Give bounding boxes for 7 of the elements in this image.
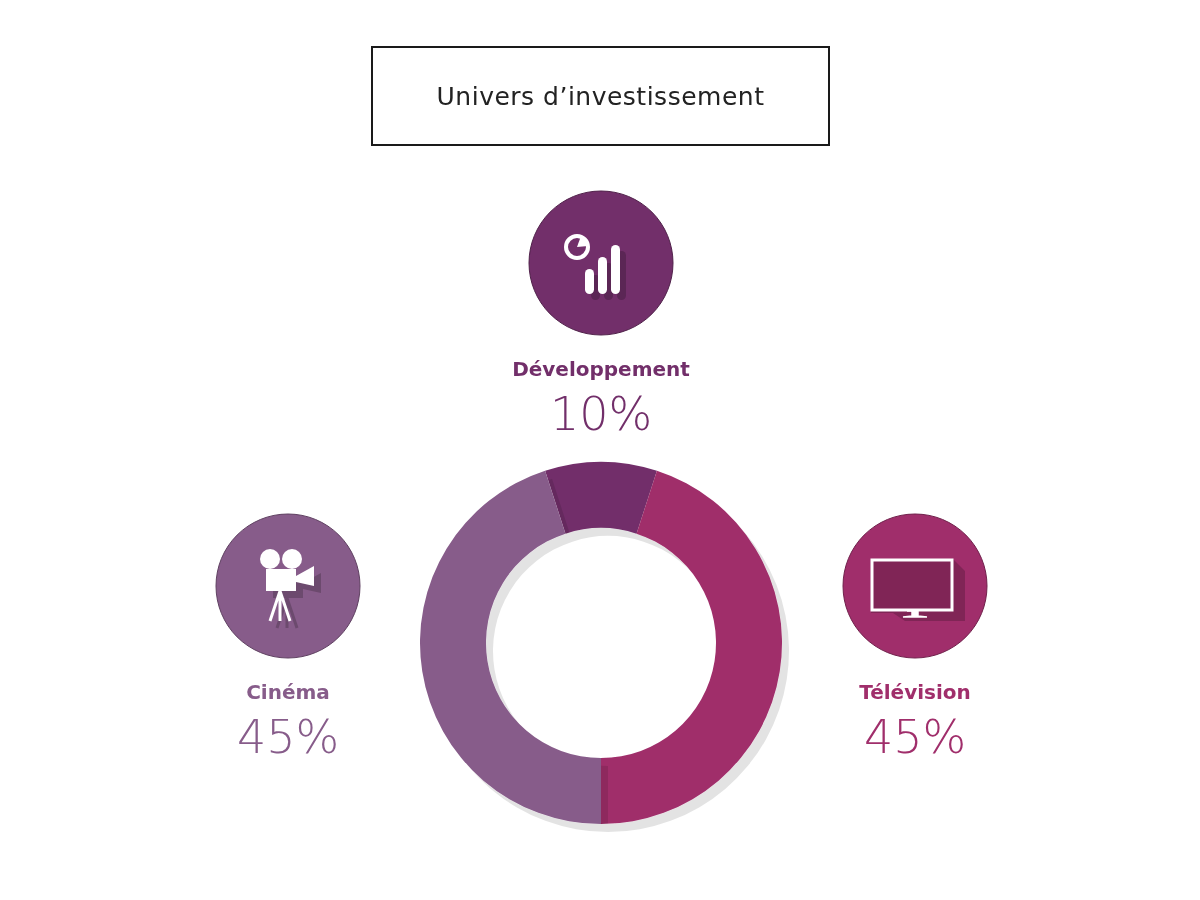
data-label: 10%: [549, 387, 653, 441]
slice-label: Cinéma: [246, 680, 330, 704]
slice-label: Télévision: [859, 680, 971, 704]
slice-label: Développement: [512, 357, 691, 381]
data-label: 45%: [863, 710, 967, 764]
chart-title: Univers d’investissement: [371, 46, 830, 146]
data-label: 45%: [236, 710, 340, 764]
